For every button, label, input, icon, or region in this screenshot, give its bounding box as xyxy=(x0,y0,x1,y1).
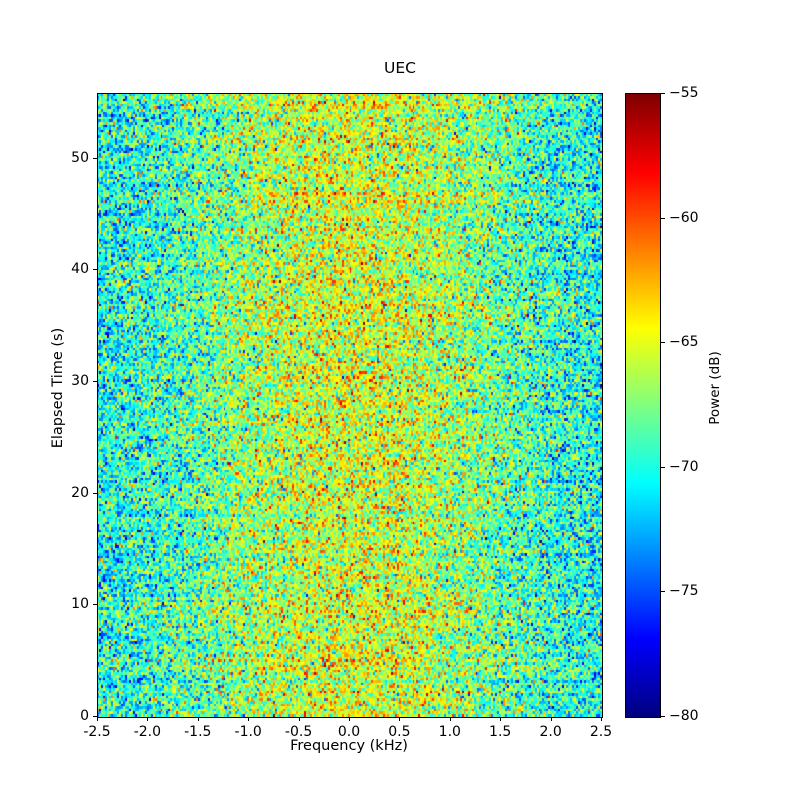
x-tick-mark xyxy=(399,717,401,721)
spectrogram-plot-area xyxy=(97,93,603,718)
colorbar-tick-label: −65 xyxy=(669,334,699,351)
y-tick-label: 20 xyxy=(71,484,89,501)
colorbar-tick-label: −70 xyxy=(669,458,699,475)
y-tick-label: 10 xyxy=(71,596,89,613)
x-tick-label: 1.5 xyxy=(489,724,512,740)
x-tick-mark xyxy=(197,717,199,721)
y-tick-mark xyxy=(93,716,97,717)
x-tick-label: -1.0 xyxy=(234,724,262,740)
y-tick-mark xyxy=(93,492,97,494)
colorbar-tick-label: −80 xyxy=(669,708,699,724)
y-tick-label: 40 xyxy=(71,261,89,278)
y-tick-mark xyxy=(93,381,97,383)
x-tick-label: 0.0 xyxy=(337,724,361,740)
colorbar-label: Power (dB) xyxy=(707,351,723,425)
x-tick-label: -2.5 xyxy=(83,724,111,740)
colorbar-tick-label: −55 xyxy=(669,85,699,101)
x-tick-mark xyxy=(500,717,502,721)
spectrogram-image xyxy=(98,94,602,717)
y-tick-mark xyxy=(93,604,97,606)
y-tick-label: 50 xyxy=(71,149,89,166)
x-tick-label: 1.0 xyxy=(438,724,461,740)
colorbar-tick-mark xyxy=(661,93,665,94)
colorbar-tick-mark xyxy=(661,342,665,344)
colorbar-tick-label: −75 xyxy=(669,583,699,600)
x-tick-label: -1.5 xyxy=(184,724,212,740)
x-tick-label: -0.5 xyxy=(284,724,313,740)
x-tick-mark xyxy=(298,717,300,721)
y-tick-mark xyxy=(93,269,97,271)
power-colorbar xyxy=(625,93,661,718)
x-axis-label: Frequency (kHz) xyxy=(290,738,408,754)
x-tick-mark xyxy=(248,717,250,721)
colorbar-tick-mark xyxy=(661,217,665,219)
colorbar-gradient xyxy=(626,94,660,717)
x-tick-mark xyxy=(550,717,552,721)
colorbar-tick-label: −60 xyxy=(669,209,699,226)
y-tick-mark xyxy=(93,157,97,159)
y-tick-label: 0 xyxy=(80,708,89,724)
y-axis-label: Elapsed Time (s) xyxy=(50,327,66,449)
x-tick-label: 2.0 xyxy=(539,724,562,740)
colorbar-tick-mark xyxy=(661,716,665,717)
x-tick-mark xyxy=(449,717,451,721)
colorbar-tick-mark xyxy=(661,466,665,468)
x-tick-mark xyxy=(349,717,350,721)
title-line-station: UEC xyxy=(384,59,416,77)
x-tick-label: 2.5 xyxy=(589,724,613,740)
y-tick-label: 30 xyxy=(71,373,89,390)
x-tick-mark xyxy=(601,717,602,721)
x-tick-label: -2.0 xyxy=(133,724,162,740)
colorbar-tick-mark xyxy=(661,591,665,593)
x-tick-mark xyxy=(147,717,149,721)
x-tick-label: 0.5 xyxy=(388,724,411,740)
x-tick-mark xyxy=(97,717,98,721)
